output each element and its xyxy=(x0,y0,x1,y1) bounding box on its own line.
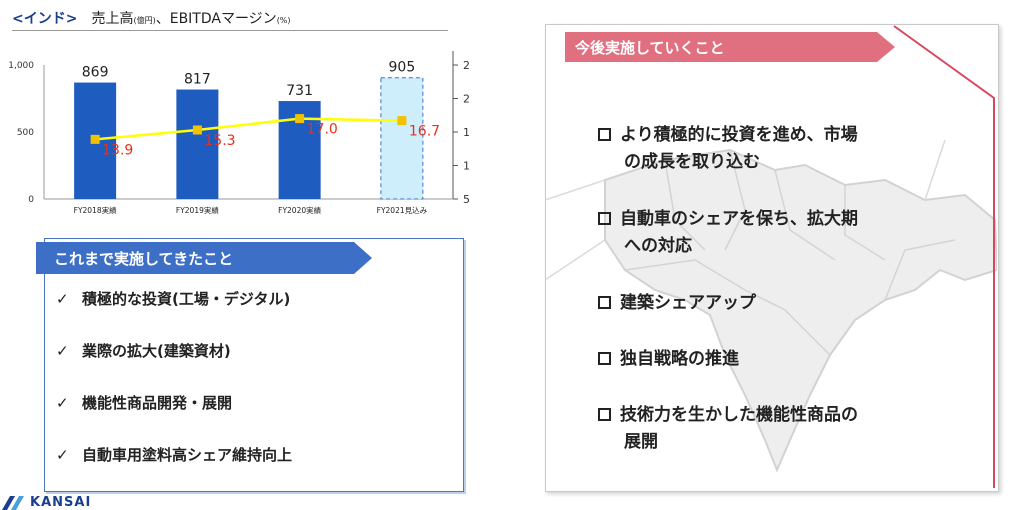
future-action-text-cont: 展開 xyxy=(624,432,658,452)
check-icon: ✓ xyxy=(56,290,69,308)
x-tick-label: FY2020実績 xyxy=(278,205,321,215)
square-bullet-icon xyxy=(598,296,611,309)
left-axis-tick-label: 1,000 xyxy=(8,61,34,71)
future-action-text: 自動車のシェアを保ち、拡大期 xyxy=(620,209,858,229)
past-action-item: ✓ 機能性商品開発・展開 xyxy=(56,392,292,444)
ebitda-marker xyxy=(397,116,407,126)
past-actions-panel xyxy=(44,238,464,492)
future-panel-accent xyxy=(893,25,995,488)
left-axis-tick-label: 500 xyxy=(17,128,34,138)
ebitda-value-label: 16.7 xyxy=(409,124,440,140)
future-action-item: より積極的に投資を進め、市場 の成長を取り込む xyxy=(598,122,978,206)
ebitda-value-label: 17.0 xyxy=(307,122,338,138)
region-label: <インド> xyxy=(12,11,78,27)
sales-unit: (億円) xyxy=(133,16,156,25)
future-actions-header: 今後実施していくこと xyxy=(565,32,895,62)
x-tick-label: FY2018実績 xyxy=(74,205,117,215)
right-axis-tick-label: 20.0 xyxy=(463,93,470,106)
check-icon: ✓ xyxy=(56,394,69,412)
future-action-text: 建築シェアアップ xyxy=(620,293,756,313)
sales-label: 売上高 xyxy=(91,11,134,27)
past-actions-list: ✓ 積極的な投資(工場・デジタル) ✓ 業際の拡大(建築資材) ✓ 機能性商品開発・展… xyxy=(56,288,292,496)
future-action-item: 技術力を生かした機能性商品の 展開 xyxy=(598,402,978,458)
future-action-item: 建築シェアアップ xyxy=(598,290,978,346)
margin-unit: (%) xyxy=(276,16,291,25)
ebitda-marker xyxy=(90,134,100,144)
future-action-text: 技術力を生かした機能性商品の xyxy=(620,405,858,425)
future-actions-title: 今後実施していくこと xyxy=(575,39,725,57)
ebitda-margin-line xyxy=(95,117,402,141)
past-action-text: 業際の拡大(建築資材) xyxy=(82,342,231,360)
forecast-bar xyxy=(380,77,424,200)
future-action-text-cont: への対応 xyxy=(624,236,692,256)
kansai-logo-mark xyxy=(2,496,24,510)
left-axis-tick-label: 0 xyxy=(28,195,34,205)
future-action-text: 独自戦略の推進 xyxy=(620,349,739,369)
ebitda-value-label: 13.9 xyxy=(102,142,133,158)
right-axis-tick-label: 5.0 xyxy=(463,193,470,206)
chart-heading: <インド> 売上高(億円)、EBITDAマージン(%) xyxy=(12,8,291,28)
bar-value-label: 731 xyxy=(286,83,313,99)
future-action-text: より積極的に投資を進め、市場 xyxy=(620,125,858,145)
past-actions-title: これまで実施してきたこと xyxy=(54,250,234,268)
past-actions-header: これまで実施してきたこと xyxy=(36,242,372,274)
ebitda-marker xyxy=(295,114,305,124)
past-action-text: 積極的な投資(工場・デジタル) xyxy=(82,290,291,308)
ebitda-marker xyxy=(192,125,202,135)
past-action-item: ✓ 業際の拡大(建築資材) xyxy=(56,340,292,392)
bar-value-label: 905 xyxy=(389,60,416,76)
square-bullet-icon xyxy=(598,408,611,421)
sales-ebitda-chart: 0 500 1,000 5.0 10.0 15.0 20.0 25.0 869 FY2018実績 8… xyxy=(8,51,470,215)
future-action-item: 独自戦略の推進 xyxy=(598,346,978,402)
past-action-item: ✓ 自動車用塗料高シェア維持向上 xyxy=(56,444,292,496)
x-tick-label: FY2021見込み xyxy=(377,206,428,215)
india-map-icon xyxy=(545,140,997,473)
bar-value-label: 817 xyxy=(184,72,211,88)
future-action-item: 自動車のシェアを保ち、拡大期 への対応 xyxy=(598,206,978,290)
check-icon: ✓ xyxy=(56,446,69,464)
right-axis-tick-label: 15.0 xyxy=(463,126,470,139)
heading-separator: 、 xyxy=(155,11,170,27)
square-bullet-icon xyxy=(598,352,611,365)
past-action-text: 自動車用塗料高シェア維持向上 xyxy=(82,446,293,464)
future-actions-list: より積極的に投資を進め、市場 の成長を取り込む 自動車のシェアを保ち、拡大期 へ… xyxy=(598,122,978,458)
x-tick-label: FY2019実績 xyxy=(176,205,219,215)
heading-underline xyxy=(12,30,448,31)
ebitda-value-label: 15.3 xyxy=(204,133,235,149)
right-axis-tick-label: 10.0 xyxy=(463,160,470,173)
kansai-logo-text: KANSAI xyxy=(30,495,92,510)
margin-label: EBITDAマージン xyxy=(169,11,277,27)
bar-value-label: 869 xyxy=(82,65,109,81)
right-axis-tick-label: 25.0 xyxy=(463,59,470,72)
future-action-text-cont: の成長を取り込む xyxy=(624,152,760,172)
square-bullet-icon xyxy=(598,128,611,141)
square-bullet-icon xyxy=(598,212,611,225)
check-icon: ✓ xyxy=(56,342,69,360)
past-action-text: 機能性商品開発・展開 xyxy=(82,394,233,412)
bar xyxy=(176,89,219,199)
past-action-item: ✓ 積極的な投資(工場・デジタル) xyxy=(56,288,292,340)
